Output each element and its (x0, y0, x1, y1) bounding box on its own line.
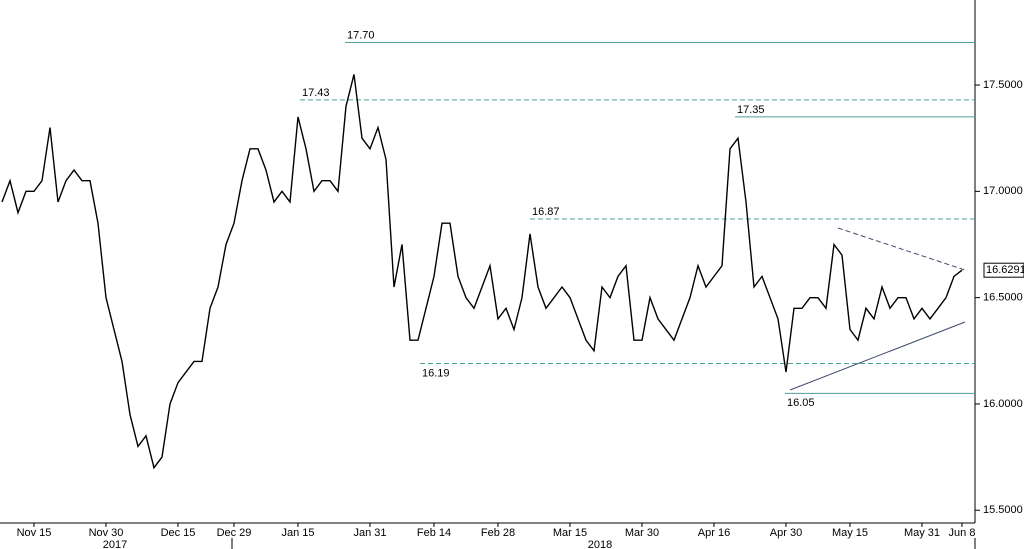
x-tick-label: May 15 (832, 527, 868, 539)
x-tick-label: Jan 15 (281, 527, 314, 539)
x-tick-label: Mar 15 (553, 527, 587, 539)
x-tick-label: May 31 (904, 527, 940, 539)
price-line (1, 74, 963, 470)
x-tick-label: Mar 30 (625, 527, 659, 539)
x-tick-label: Feb 14 (417, 527, 451, 539)
y-tick-label: 16.5000 (983, 292, 1023, 304)
level-label: 16.05 (787, 397, 815, 409)
y-tick-label: 16.0000 (983, 398, 1023, 410)
last-price-label: 16.6291 (986, 264, 1024, 276)
year-label: 2017 (103, 539, 127, 549)
level-label: 17.43 (302, 87, 330, 99)
x-tick-label: Dec 29 (217, 527, 252, 539)
x-tick-label: Jan 31 (353, 527, 386, 539)
level-label: 16.19 (422, 367, 450, 379)
trend-line-lower (789, 321, 966, 391)
y-tick-label: 15.5000 (983, 504, 1023, 516)
x-tick-label: Nov 15 (17, 527, 52, 539)
trend-line-upper (837, 227, 966, 271)
level-label: 17.35 (737, 104, 765, 116)
year-label: 2018 (588, 539, 612, 549)
last-price-box (983, 262, 1024, 278)
x-tick-label: Apr 30 (770, 527, 802, 539)
x-tick-label: Nov 30 (89, 527, 124, 539)
x-tick-label: Jun 8 (949, 527, 976, 539)
level-label: 17.70 (347, 29, 375, 41)
x-tick-label: Apr 16 (698, 527, 730, 539)
y-tick-label: 17.5000 (983, 79, 1023, 91)
level-label: 16.87 (532, 206, 560, 218)
x-tick-label: Feb 28 (481, 527, 515, 539)
x-tick-label: Dec 15 (161, 527, 196, 539)
y-tick-label: 17.0000 (983, 185, 1023, 197)
